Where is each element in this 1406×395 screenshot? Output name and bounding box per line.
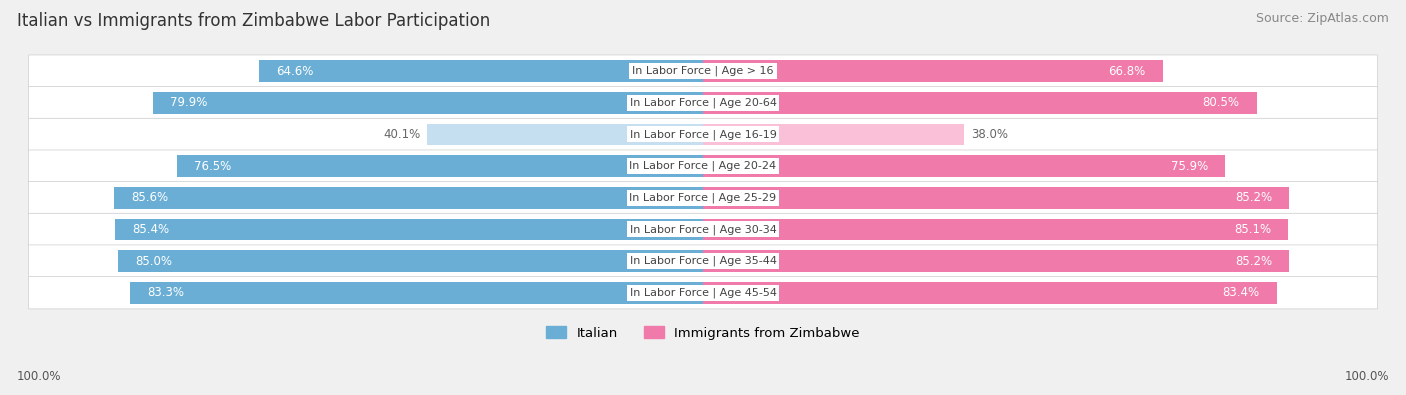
Text: 85.6%: 85.6% — [131, 191, 169, 204]
Text: 100.0%: 100.0% — [1344, 370, 1389, 383]
Text: 100.0%: 100.0% — [17, 370, 62, 383]
Bar — [118, 250, 703, 272]
Bar — [703, 124, 965, 145]
Text: 85.1%: 85.1% — [1234, 223, 1271, 236]
Text: 83.4%: 83.4% — [1222, 286, 1260, 299]
Text: In Labor Force | Age 45-54: In Labor Force | Age 45-54 — [630, 288, 776, 298]
Bar — [177, 155, 703, 177]
Text: 75.9%: 75.9% — [1171, 160, 1208, 173]
Bar — [115, 219, 703, 240]
Text: 85.4%: 85.4% — [132, 223, 170, 236]
Text: In Labor Force | Age 20-64: In Labor Force | Age 20-64 — [630, 98, 776, 108]
FancyBboxPatch shape — [28, 150, 1378, 182]
Text: In Labor Force | Age 20-24: In Labor Force | Age 20-24 — [630, 161, 776, 171]
Text: 85.0%: 85.0% — [135, 255, 173, 267]
Bar — [703, 250, 1289, 272]
Text: 83.3%: 83.3% — [148, 286, 184, 299]
FancyBboxPatch shape — [28, 213, 1378, 246]
Text: In Labor Force | Age 25-29: In Labor Force | Age 25-29 — [630, 192, 776, 203]
Bar — [703, 219, 1288, 240]
FancyBboxPatch shape — [28, 118, 1378, 150]
Bar — [703, 187, 1289, 209]
Text: In Labor Force | Age > 16: In Labor Force | Age > 16 — [633, 66, 773, 76]
Text: In Labor Force | Age 30-34: In Labor Force | Age 30-34 — [630, 224, 776, 235]
Legend: Italian, Immigrants from Zimbabwe: Italian, Immigrants from Zimbabwe — [540, 320, 866, 346]
Bar — [114, 187, 703, 209]
Bar — [703, 92, 1257, 113]
Text: 85.2%: 85.2% — [1234, 191, 1272, 204]
Text: 38.0%: 38.0% — [972, 128, 1008, 141]
Text: 85.2%: 85.2% — [1234, 255, 1272, 267]
Text: In Labor Force | Age 35-44: In Labor Force | Age 35-44 — [630, 256, 776, 266]
Text: 80.5%: 80.5% — [1202, 96, 1240, 109]
Text: 40.1%: 40.1% — [382, 128, 420, 141]
Bar — [153, 92, 703, 113]
Bar — [259, 60, 703, 82]
FancyBboxPatch shape — [28, 87, 1378, 119]
Text: In Labor Force | Age 16-19: In Labor Force | Age 16-19 — [630, 129, 776, 140]
Text: 66.8%: 66.8% — [1108, 65, 1146, 78]
Bar — [703, 155, 1225, 177]
Bar — [703, 282, 1277, 303]
FancyBboxPatch shape — [28, 245, 1378, 277]
FancyBboxPatch shape — [28, 276, 1378, 309]
Text: 79.9%: 79.9% — [170, 96, 208, 109]
Bar — [129, 282, 703, 303]
Bar — [427, 124, 703, 145]
Text: Italian vs Immigrants from Zimbabwe Labor Participation: Italian vs Immigrants from Zimbabwe Labo… — [17, 12, 491, 30]
Text: 64.6%: 64.6% — [276, 65, 314, 78]
FancyBboxPatch shape — [28, 182, 1378, 214]
Text: Source: ZipAtlas.com: Source: ZipAtlas.com — [1256, 12, 1389, 25]
Text: 76.5%: 76.5% — [194, 160, 231, 173]
FancyBboxPatch shape — [28, 55, 1378, 87]
Bar — [703, 60, 1163, 82]
